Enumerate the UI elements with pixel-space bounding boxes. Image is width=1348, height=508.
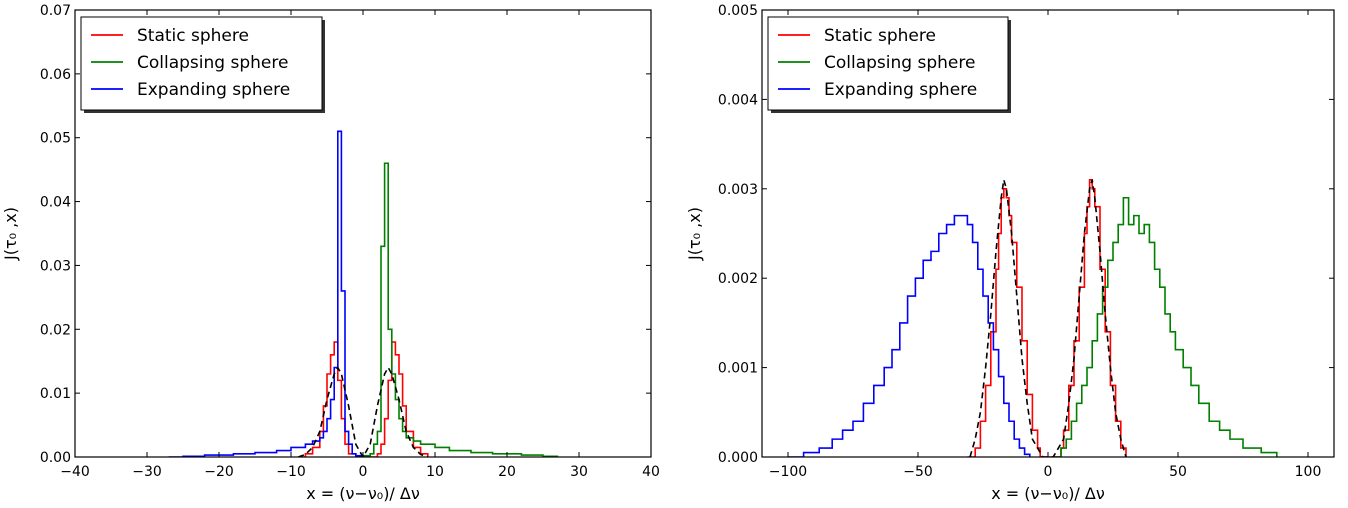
legend: Static sphere Collapsing sphere Expanding … xyxy=(80,16,325,113)
x-tick-label: −20 xyxy=(204,464,234,480)
x-tick-label: −30 xyxy=(132,464,162,480)
x-tick-label: 0 xyxy=(1044,464,1053,480)
y-tick-label: 0.005 xyxy=(718,3,758,19)
y-tick-label: 0.02 xyxy=(40,322,71,338)
fit-curve-dashed xyxy=(297,365,429,457)
x-tick-label: 10 xyxy=(426,464,444,480)
series-static-sphere xyxy=(967,179,1127,457)
x-tick-label: 40 xyxy=(642,464,660,480)
x-axis-label: x = (ν−ν₀)/ Δν xyxy=(306,484,420,503)
legend-label: Expanding sphere xyxy=(824,80,977,100)
series-group xyxy=(788,179,1278,457)
y-tick-label: 0.06 xyxy=(40,67,71,83)
x-tick-label: −100 xyxy=(769,464,807,480)
series-collapsing-sphere xyxy=(1053,196,1278,457)
legend-box xyxy=(80,16,323,111)
legend-box xyxy=(767,16,1009,111)
x-tick-label: 50 xyxy=(1169,464,1187,480)
series-group xyxy=(168,130,559,457)
y-axis-label: J(τ₀ ,x) xyxy=(1,207,20,261)
x-tick-label: 0 xyxy=(359,464,368,480)
y-tick-label: 0.004 xyxy=(718,92,758,108)
y-tick-label: 0.05 xyxy=(40,131,71,147)
y-tick-label: 0.002 xyxy=(718,271,758,287)
y-tick-label: 0.01 xyxy=(40,386,71,402)
x-tick-label: 100 xyxy=(1295,464,1322,480)
x-axis-label: x = (ν−ν₀)/ Δν xyxy=(991,484,1105,503)
series-expanding-sphere xyxy=(168,130,364,457)
chart-panel-2: −100 −50 0 50 100 0.000 0.001 0.002 0.003 0.004 0.… xyxy=(685,3,1335,503)
series-expanding-sphere xyxy=(788,214,1031,457)
y-tick-label: 0.04 xyxy=(40,195,71,211)
fit-curve-dashed xyxy=(969,179,1127,457)
legend-label: Static sphere xyxy=(824,26,936,46)
series-collapsing-sphere xyxy=(355,162,559,457)
y-tick-label: 0.001 xyxy=(718,361,758,377)
legend-label: Collapsing sphere xyxy=(137,53,288,73)
chart-panel-1: −40 −30 −20 −10 0 10 20 30 40 0.00 0.01 0.02 0.03 0.0… xyxy=(1,3,660,503)
y-tick-label: 0.003 xyxy=(718,182,758,198)
legend: Static sphere Collapsing sphere Expanding … xyxy=(767,16,1011,113)
x-tick-label: −40 xyxy=(60,464,90,480)
y-tick-label: 0.07 xyxy=(40,3,71,19)
x-tick-label: −50 xyxy=(903,464,933,480)
series-static-sphere xyxy=(298,341,429,457)
legend-label: Collapsing sphere xyxy=(824,53,975,73)
x-tick-label: 20 xyxy=(498,464,516,480)
legend-label: Static sphere xyxy=(137,26,249,46)
y-axis-label: J(τ₀ ,x) xyxy=(685,207,704,261)
x-tick-label: −10 xyxy=(276,464,306,480)
y-tick-label: 0.03 xyxy=(40,258,71,274)
legend-label: Expanding sphere xyxy=(137,80,290,100)
y-tick-label: 0.00 xyxy=(40,450,71,466)
x-tick-label: 30 xyxy=(570,464,588,480)
y-tick-label: 0.000 xyxy=(718,450,758,466)
